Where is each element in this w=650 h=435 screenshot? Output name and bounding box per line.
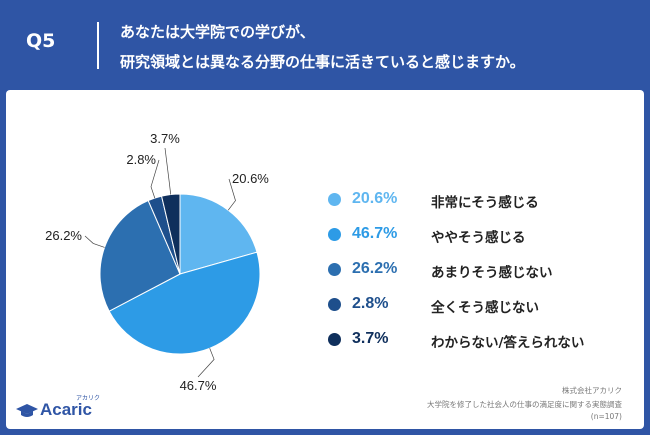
legend-label-not-at-all: 全くそう感じない	[431, 300, 539, 316]
legend-marker-not-at-all	[328, 298, 341, 311]
brand-name: Acaric	[40, 400, 92, 419]
leader-line-very	[227, 178, 236, 211]
legend-marker-dont-know	[328, 333, 341, 346]
legend-percent-very: 20.6%	[352, 190, 398, 207]
legend-marker-somewhat	[328, 228, 341, 241]
header-divider	[97, 22, 99, 69]
legend-percent-dont-know: 3.7%	[352, 330, 389, 347]
question-text-line-2: 研究領域とは異なる分野の仕事に活きていると感じますか。	[120, 53, 525, 71]
slice-label-not-at-all: 2.8%	[126, 152, 156, 167]
pie-slice-somewhat	[108, 251, 261, 355]
graduation-cap-icon	[16, 404, 38, 417]
legend-label-very: 非常にそう感じる	[431, 195, 539, 211]
leader-line-dont-know	[164, 147, 172, 195]
legend-label-not-much: あまりそう感じない	[431, 265, 553, 281]
legend-percent-not-at-all: 2.8%	[352, 295, 389, 312]
source-survey: 大学院を修了した社会人の仕事の満足度に関する実態調査	[427, 400, 622, 409]
source-company: 株式会社アカリク	[562, 386, 622, 395]
legend-marker-not-much	[328, 263, 341, 276]
question-text-line-1: あなたは大学院での学びが、	[120, 23, 315, 41]
legend-marker-very	[328, 193, 341, 206]
legend-percent-somewhat: 46.7%	[352, 225, 398, 242]
leader-line-not-much	[84, 235, 105, 248]
question-header: Q5 あなたは大学院での学びが、 研究領域とは異なる分野の仕事に活きていると感じ…	[0, 0, 650, 90]
legend-label-somewhat: ややそう感じる	[431, 230, 526, 246]
legend-label-dont-know: わからない/答えられない	[431, 335, 585, 351]
source-sample-size: (n=107)	[590, 412, 622, 421]
brand-kana: アカリク	[76, 395, 101, 402]
slice-label-dont-know: 3.7%	[150, 131, 180, 146]
leader-line-not-at-all	[150, 159, 160, 199]
question-number: Q5	[26, 30, 56, 52]
slice-label-not-much: 26.2%	[45, 228, 82, 243]
slice-label-somewhat: 46.7%	[180, 378, 217, 393]
legend-percent-not-much: 26.2%	[352, 260, 398, 277]
leader-line-somewhat	[197, 348, 215, 378]
pie-slice-dont-know	[160, 193, 181, 275]
slice-label-very: 20.6%	[232, 171, 269, 186]
